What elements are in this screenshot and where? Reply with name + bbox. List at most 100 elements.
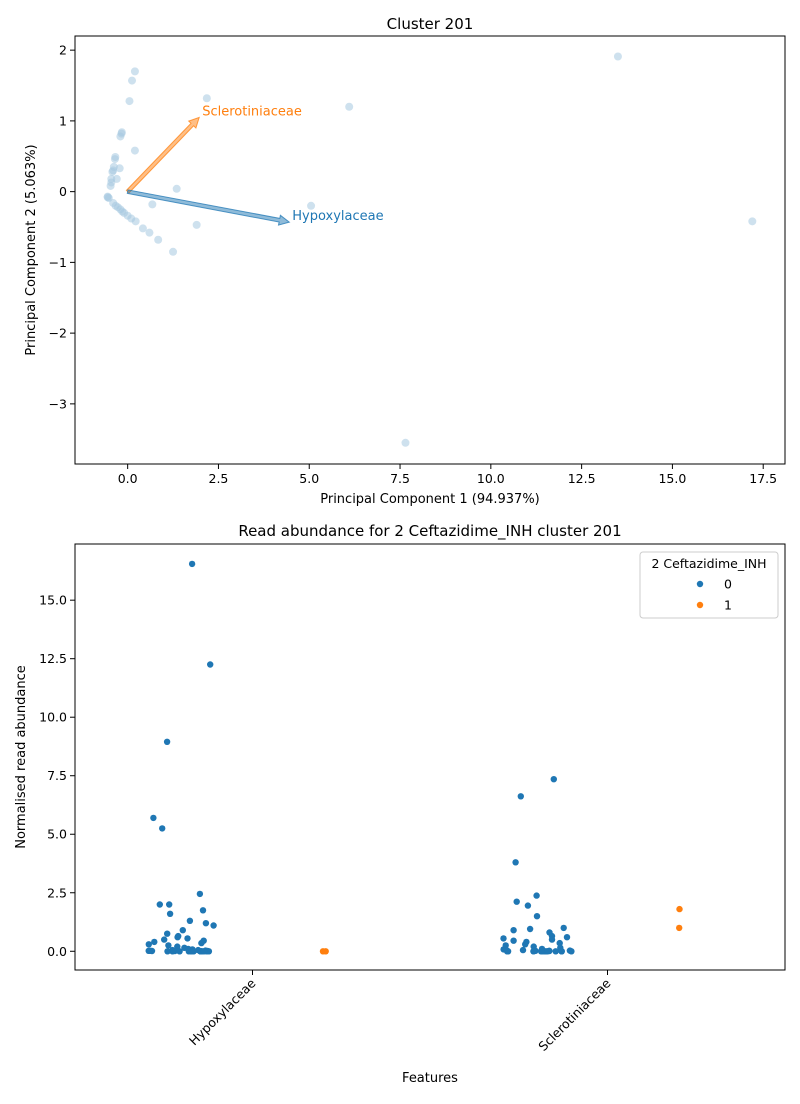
pca-x-tick-label: 10.0 [477, 471, 505, 486]
loading-arrow-sclerotiniaceae [125, 116, 200, 194]
pca-points [103, 52, 757, 447]
strip-y-tick-label: 15.0 [39, 593, 67, 608]
loading-label-sclerotiniaceae: Sclerotiniaceae [202, 104, 302, 119]
strip-point-group-0 [552, 948, 559, 955]
strip-point-group-0 [550, 776, 557, 783]
strip-y-tick-label: 5.0 [47, 827, 67, 842]
strip-point-group-0 [556, 939, 563, 947]
pca-x-tick-label: 17.5 [749, 471, 777, 486]
pca-x-label: Principal Component 1 (94.937%) [320, 492, 540, 507]
strip-point-group-0 [145, 941, 152, 948]
strip-point-group-0 [544, 948, 551, 955]
legend-marker-0 [696, 580, 704, 588]
strip-y-tick-label: 12.5 [39, 651, 67, 666]
strip-point-group-0 [533, 913, 541, 920]
strip-y-label: Normalised read abundance [14, 665, 29, 849]
strip-point-group-1 [322, 948, 329, 955]
strip-y-ticks: 0.0 2.5 5.0 7.5 10.0 12.5 15.0 [39, 593, 75, 959]
strip-y-tick-label: 7.5 [47, 768, 67, 783]
strip-point-group-0 [164, 930, 171, 937]
strip-point-group-1 [676, 905, 683, 913]
strip-point-group-0 [568, 948, 575, 955]
strip-point-group-0 [164, 948, 171, 955]
pca-x-tick-label: 0.0 [118, 471, 138, 486]
loading-label-hypoxylaceae: Hypoxylaceae [292, 209, 383, 224]
strip-point-group-0 [202, 920, 210, 927]
pca-point [128, 76, 137, 85]
pca-point [401, 438, 410, 447]
strip-y-tick-label: 2.5 [47, 885, 67, 900]
strip-point-group-0 [519, 946, 527, 954]
strip-x-label: Features [402, 1071, 458, 1086]
strip-point-group-0 [179, 927, 186, 934]
pca-loadings: Sclerotiniaceae Hypoxylaceae [125, 104, 384, 226]
pca-x-tick-label: 12.5 [568, 471, 596, 486]
strip-point-group-0 [200, 948, 208, 955]
loading-arrow-hypoxylaceae [126, 189, 291, 226]
strip-point-group-0 [210, 922, 217, 929]
legend: 2 Ceftazidime_INH 0 1 [639, 551, 779, 619]
strip-point-group-0 [156, 901, 163, 908]
strip-point-group-0 [513, 898, 520, 905]
pca-point [125, 97, 134, 106]
pca-y-tick-label: −2 [49, 326, 67, 341]
strip-point-group-0 [560, 924, 567, 932]
pca-y-tick-label: 1 [59, 113, 67, 128]
strip-point-group-0 [161, 936, 168, 943]
pca-x-tick-label: 15.0 [658, 471, 686, 486]
strip-point-group-0 [159, 825, 166, 832]
pca-point [131, 217, 140, 226]
strip-point-group-0 [512, 859, 519, 866]
pca-panel: Cluster 201 SclerotiniaceaeHypoxylaceae … [24, 15, 786, 507]
strip-point-group-0 [199, 907, 207, 914]
strip-point-group-0 [207, 661, 214, 668]
strip-point-group-0 [163, 738, 171, 745]
pca-y-tick-label: −1 [49, 255, 67, 270]
strip-point-group-0 [500, 935, 507, 942]
strip-point-group-0 [517, 793, 524, 800]
pca-y-tick-label: 0 [59, 184, 67, 199]
legend-label-0: 0 [724, 577, 732, 592]
pca-title: Cluster 201 [387, 15, 474, 33]
strip-point-group-1 [676, 924, 683, 932]
strip-point-group-0 [198, 939, 205, 947]
strip-point-group-0 [169, 948, 176, 955]
legend-label-1: 1 [724, 598, 732, 613]
strip-point-group-0 [558, 948, 565, 955]
strip-point-group-0 [526, 925, 534, 933]
pca-point [202, 94, 211, 103]
strip-point-group-0 [174, 934, 181, 941]
pca-point [192, 220, 201, 229]
strip-point-group-0 [510, 927, 517, 934]
pca-point [138, 224, 147, 233]
strip-point-group-0 [563, 934, 571, 941]
strip-point-group-0 [148, 947, 156, 955]
pca-point [130, 67, 139, 76]
strip-title: Read abundance for 2 Ceftazidime_INH clu… [238, 522, 621, 541]
pca-point [613, 52, 622, 61]
strip-point-group-0 [530, 948, 537, 955]
legend-marker-1 [696, 601, 704, 609]
pca-x-tick-label: 7.5 [390, 471, 410, 486]
strip-point-group-0 [166, 910, 174, 917]
strip-point-group-0 [188, 948, 195, 955]
pca-point [145, 228, 154, 237]
strip-point-group-0 [503, 948, 511, 955]
strip-point-group-0 [186, 917, 194, 924]
pca-point [111, 152, 120, 161]
pca-point [148, 200, 157, 209]
pca-y-ticks: −3 −2 −1 0 1 2 [49, 43, 75, 411]
strip-point-group-0 [548, 936, 556, 943]
pca-x-tick-label: 5.0 [299, 471, 319, 486]
pca-point [169, 247, 178, 256]
pca-point [748, 217, 757, 226]
pca-y-tick-label: 2 [59, 43, 67, 58]
pca-point [115, 164, 124, 173]
legend-box [639, 551, 779, 619]
strip-point-group-0 [537, 948, 545, 955]
strip-axes-frame [74, 543, 786, 971]
strip-point-group-0 [524, 902, 532, 909]
strip-point-group-0 [165, 942, 172, 949]
